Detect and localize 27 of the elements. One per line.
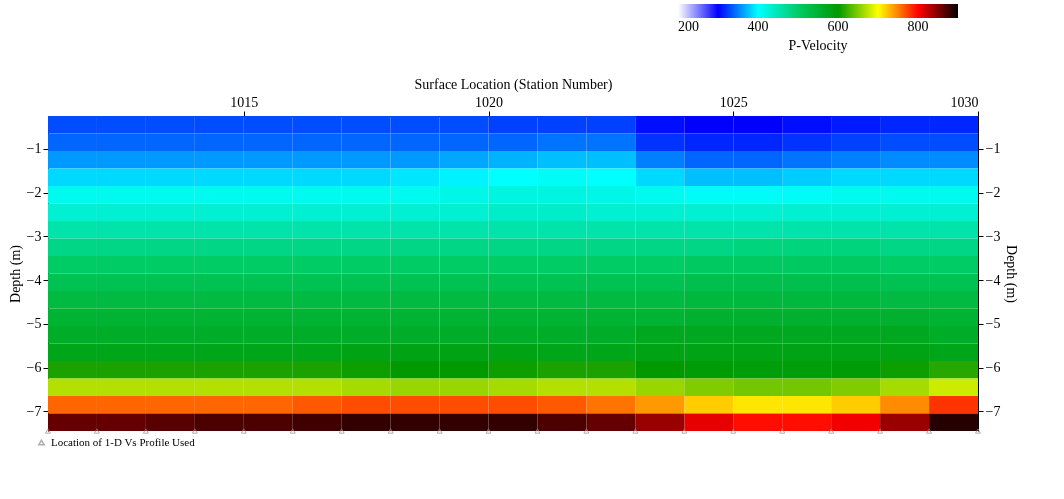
color-bar-label: 800 — [907, 19, 929, 34]
y-tick-label: −7 — [26, 403, 42, 419]
y2-tick-label: −6 — [985, 360, 1001, 376]
color-bar-label: 400 — [747, 19, 769, 34]
y2-tick-label: −1 — [985, 141, 1001, 157]
y2-tick-label: −5 — [985, 316, 1001, 332]
x-axis-title: Surface Location (Station Number) — [414, 76, 613, 93]
color-bar-label: 200 — [678, 19, 699, 34]
y2-axis-title: Depth (m) — [1003, 245, 1020, 304]
y-tick-label: −2 — [26, 185, 42, 201]
legend-label: Location of 1-D Vs Profile Used — [51, 435, 196, 448]
y2-tick-label: −7 — [985, 403, 1001, 419]
color-bar-title: P-Velocity — [788, 38, 848, 53]
color-bar-label: 600 — [827, 19, 849, 34]
y-tick-label: −6 — [26, 360, 42, 376]
y-tick-label: −3 — [26, 228, 42, 244]
y2-tick-label: −3 — [985, 228, 1001, 244]
x-tick-label: 1020 — [475, 94, 504, 110]
y-axis-title: Depth (m) — [7, 244, 24, 303]
y2-tick-label: −4 — [985, 272, 1001, 288]
x-tick-label: 1030 — [950, 94, 979, 110]
y2-tick-label: −2 — [985, 185, 1001, 201]
x-tick-label: 1015 — [230, 94, 259, 110]
y-tick-label: −1 — [26, 141, 42, 157]
y-tick-label: −4 — [26, 272, 42, 288]
x-tick-label: 1025 — [719, 94, 748, 110]
y-tick-label: −5 — [26, 316, 42, 332]
